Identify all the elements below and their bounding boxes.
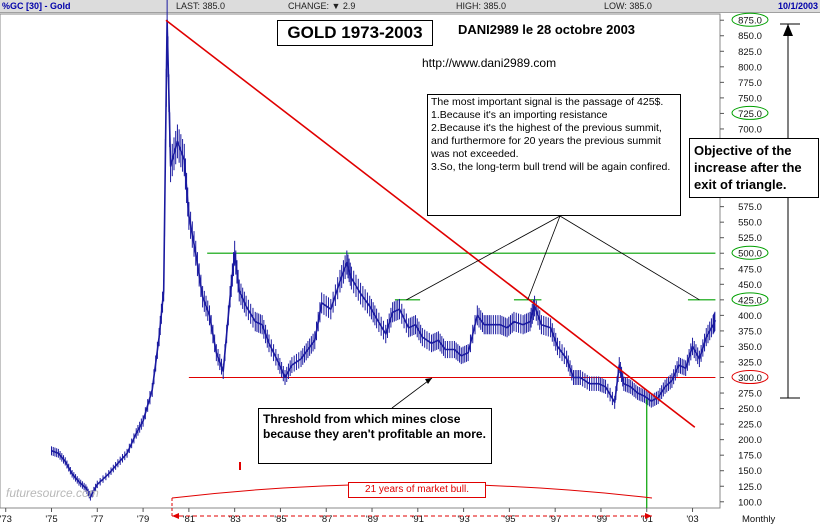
y-tick-label: 375.0 [738, 326, 762, 337]
circled-level-marker [731, 12, 769, 27]
y-tick-label: 550.0 [738, 218, 762, 229]
objective-note: Objective of the increase after the exit… [689, 138, 819, 198]
threshold-arrowhead [425, 378, 432, 384]
bull-arrow-right [645, 513, 652, 519]
x-tick-label: '79 [137, 514, 149, 524]
y-tick-label: 850.0 [738, 31, 762, 42]
circled-level-marker [731, 292, 769, 307]
signal-pointer [559, 215, 700, 301]
downtrend-line [165, 19, 696, 428]
symbol-label: %GC [30] - Gold [2, 1, 71, 11]
circled-level-marker [731, 245, 769, 260]
x-tick-label: '01 [641, 514, 653, 524]
x-tick-label: '99 [595, 514, 607, 524]
signal-note: The most important signal is the passage… [427, 94, 681, 216]
y-tick-label: 825.0 [738, 47, 762, 58]
x-tick-label: '87 [320, 514, 332, 524]
x-tick-label: '75 [45, 514, 57, 524]
x-tick-label: '81 [183, 514, 195, 524]
x-tick-label: '83 [228, 514, 240, 524]
objective-arrowhead [783, 24, 793, 36]
quote-date: 10/1/2003 [777, 1, 818, 11]
high-value: HIGH: 385.0 [456, 1, 507, 11]
y-tick-label: 575.0 [738, 202, 762, 213]
y-tick-label: 875.0 [738, 16, 762, 27]
y-tick-label: 400.0 [738, 311, 762, 322]
signal-line: 2.Because it's the highest of the previo… [431, 122, 662, 160]
source-url: http://www.dani2989.com [422, 56, 557, 70]
y-tick-label: 475.0 [738, 264, 762, 275]
x-tick-label: '73 [0, 514, 12, 524]
y-tick-label: 500.0 [738, 249, 762, 260]
y-tick-label: 125.0 [738, 482, 762, 493]
signal-pointer [527, 215, 561, 300]
y-tick-label: 800.0 [738, 62, 762, 73]
chart-title: GOLD 1973-2003 [277, 20, 433, 46]
x-tick-label: '77 [91, 514, 103, 524]
circled-level-marker [731, 370, 769, 385]
frequency-label: Monthly [742, 514, 776, 524]
y-tick-label: 525.0 [738, 233, 762, 244]
watermark: futuresource.com [6, 486, 99, 500]
author-credit: DANI2989 le 28 octobre 2003 [458, 22, 636, 37]
bull-arrow-left [172, 513, 179, 519]
y-tick-label: 425.0 [738, 295, 762, 306]
x-tick-label: '95 [503, 514, 515, 524]
y-tick-label: 725.0 [738, 109, 762, 120]
y-tick-label: 100.0 [738, 497, 762, 508]
x-tick-label: '91 [412, 514, 424, 524]
signal-line: 3.So, the long-term bull trend will be a… [431, 161, 671, 173]
signal-line: The most important signal is the passage… [431, 96, 664, 108]
y-tick-label: 150.0 [738, 466, 762, 477]
x-tick-label: '03 [686, 514, 698, 524]
circled-level-marker [731, 105, 769, 120]
threshold-note: Threshold from which mines close because… [258, 408, 492, 464]
threshold-pointer [391, 377, 433, 409]
y-tick-label: 225.0 [738, 420, 762, 431]
signal-line: 1.Because it's an importing resistance [431, 109, 608, 121]
x-tick-label: '93 [457, 514, 469, 524]
change-value: CHANGE: ▼ 2.9 [288, 1, 356, 11]
y-tick-label: 750.0 [738, 93, 762, 104]
quote-header: %GC [30] - Gold LAST: 385.0 CHANGE: ▼ 2.… [0, 0, 820, 13]
y-tick-label: 700.0 [738, 124, 762, 135]
x-tick-label: '85 [274, 514, 286, 524]
y-tick-label: 350.0 [738, 342, 762, 353]
y-tick-label: 200.0 [738, 435, 762, 446]
x-tick-label: '89 [366, 514, 378, 524]
y-tick-label: 450.0 [738, 280, 762, 291]
last-price: LAST: 385.0 [176, 1, 226, 11]
y-tick-label: 275.0 [738, 389, 762, 400]
y-tick-label: 325.0 [738, 357, 762, 368]
y-tick-label: 250.0 [738, 404, 762, 415]
bull-period-label: 21 years of market bull. [348, 482, 486, 498]
x-tick-label: '97 [549, 514, 561, 524]
y-tick-label: 775.0 [738, 78, 762, 89]
low-value: LOW: 385.0 [604, 1, 652, 11]
y-tick-label: 175.0 [738, 451, 762, 462]
signal-pointer [406, 215, 561, 301]
y-tick-label: 300.0 [738, 373, 762, 384]
